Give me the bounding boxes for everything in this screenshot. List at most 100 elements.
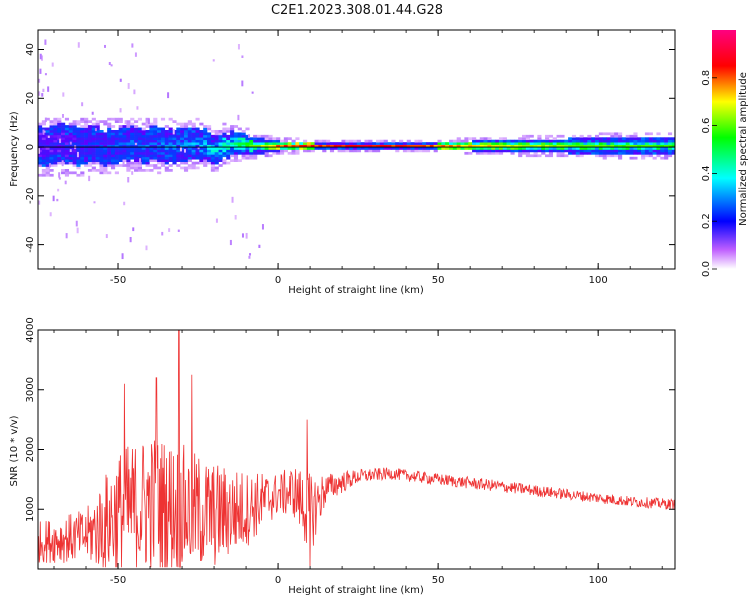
heatmap-cell (130, 122, 135, 126)
heatmap-cell (41, 134, 46, 138)
heatmap-cell (103, 156, 108, 160)
heatmap-cell (579, 147, 584, 150)
heatmap-cell (45, 139, 50, 143)
heatmap-cell (383, 144, 388, 148)
colorbar-gradient (712, 30, 736, 269)
heatmap-cell (594, 137, 600, 141)
heatmap-cell (183, 134, 189, 138)
heatmap-cell (137, 166, 143, 170)
snr-y-tick-label: 4000 (25, 317, 36, 342)
heatmap-cell (187, 159, 192, 162)
heatmap-cell (172, 149, 177, 153)
heatmap-cell (103, 139, 108, 143)
heatmap-cell (641, 137, 646, 141)
heatmap-cell (667, 147, 673, 150)
heatmap-cell (64, 144, 70, 148)
heatmap-cell (437, 147, 442, 150)
heatmap-cell (149, 169, 154, 172)
heatmap-cell (203, 147, 208, 150)
heatmap-cell (629, 137, 634, 141)
heatmap-cell (237, 142, 242, 145)
heatmap-cell (575, 151, 580, 155)
heatmap-cell (203, 134, 208, 138)
heatmap-cell (560, 144, 565, 148)
heatmap-cell (548, 139, 554, 143)
heatmap-cell (222, 154, 227, 158)
heatmap-cell (506, 142, 511, 145)
heatmap-cell (107, 117, 112, 121)
heatmap-cell (137, 127, 143, 131)
heatmap-cell (168, 139, 173, 143)
heatmap-cell (57, 117, 62, 121)
heatmap-cell (180, 151, 185, 155)
heatmap-cell (479, 147, 484, 150)
heatmap-cell (656, 137, 661, 141)
heatmap-cell (130, 117, 135, 121)
heatmap-cell (72, 142, 77, 145)
heatmap-cell (41, 122, 46, 126)
heatmap-cell (437, 144, 442, 148)
heatmap-cell (207, 142, 212, 145)
heatmap-cell (349, 144, 354, 148)
heatmap-cell (303, 142, 308, 145)
heatmap-cell (671, 151, 675, 155)
heatmap-cell (195, 147, 200, 150)
heatmap-speckle (139, 158, 142, 164)
heatmap-cell (53, 120, 58, 123)
heatmap-cell (183, 129, 189, 133)
heatmap-cell (525, 151, 530, 155)
heatmap-cell (376, 149, 381, 153)
heatmap-cell (199, 142, 204, 145)
heatmap-cell (214, 134, 219, 138)
heatmap-cell (45, 127, 50, 131)
heatmap-cell (445, 144, 450, 148)
heatmap-cell (130, 125, 135, 128)
heatmap-cell (560, 139, 565, 143)
heatmap-cell (525, 134, 530, 138)
heatmap-cell (172, 161, 177, 165)
heatmap-cell (352, 139, 358, 143)
heatmap-cell (498, 147, 504, 150)
heatmap-cell (487, 147, 492, 150)
heatmap-cell (160, 151, 166, 155)
heatmap-cell (249, 147, 254, 150)
heatmap-cell (475, 144, 481, 148)
heatmap-cell (176, 147, 181, 150)
heatmap-speckle (177, 229, 180, 232)
heatmap-cell (264, 154, 269, 158)
heatmap-cell (91, 161, 96, 165)
heatmap-cell (107, 122, 112, 126)
heatmap-cell (84, 132, 89, 136)
heatmap-speckle (88, 175, 91, 182)
heatmap-cell (157, 166, 162, 170)
heatmap-cell (49, 120, 54, 123)
figure-title: C2E1.2023.308.01.44.G28 (271, 3, 443, 18)
heatmap-cell (164, 147, 169, 150)
heatmap-cell (68, 134, 73, 138)
heatmap-cell (568, 149, 573, 153)
heatmap-cell (276, 142, 281, 145)
heatmap-cell (276, 139, 281, 143)
heatmap-cell (38, 161, 43, 165)
heatmap-cell (226, 134, 231, 138)
heatmap-cell (491, 151, 496, 155)
heatmap-cell (521, 149, 527, 153)
heatmap-cell (214, 147, 219, 150)
heatmap-cell (299, 142, 304, 145)
heatmap-cell (445, 142, 450, 145)
heatmap-cell (218, 151, 223, 155)
heatmap-cell (95, 142, 100, 145)
heatmap-cell (95, 139, 100, 143)
heatmap-cell (222, 137, 227, 141)
heatmap-cell (571, 144, 577, 148)
heatmap-cell (53, 149, 58, 153)
heatmap-cell (491, 139, 496, 143)
heatmap-speckle (44, 39, 47, 45)
heatmap-cell (671, 137, 675, 141)
heatmap-cell (245, 127, 250, 131)
heatmap-cell (134, 139, 139, 143)
heatmap-cell (652, 142, 657, 145)
heatmap-speckle (121, 253, 124, 260)
heatmap-cell (95, 129, 100, 133)
heatmap-cell (87, 120, 93, 123)
